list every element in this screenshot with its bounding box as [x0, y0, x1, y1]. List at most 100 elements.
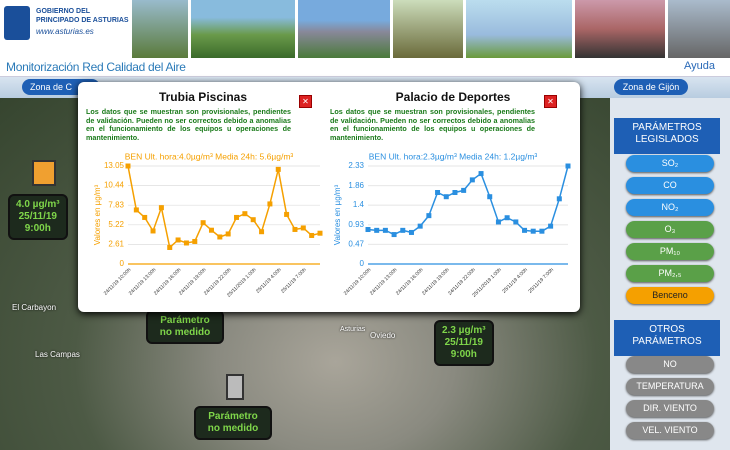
parameter-button[interactable]: Benceno: [626, 287, 714, 304]
y-tick-label: 7.83: [108, 200, 124, 209]
parameter-button[interactable]: O₃: [626, 221, 714, 238]
x-tick-label: 25/11/19 4:00h: [255, 267, 283, 295]
data-point: [133, 207, 139, 213]
station-date: 25/11/19: [444, 337, 483, 348]
station-label: 2.3 µg/m³ 25/11/19 9:00h: [434, 320, 494, 366]
data-point: [275, 166, 281, 172]
popup-note: Los datos que se muestran son provisiona…: [86, 107, 291, 142]
data-point: [200, 220, 206, 226]
series-line: [127, 165, 321, 249]
data-point: [175, 237, 181, 243]
data-point: [400, 227, 406, 233]
x-tick-label: 25/11/19 7:00h: [527, 267, 555, 295]
data-point: [374, 227, 380, 233]
no-data-label: Parámetro no medido: [194, 406, 272, 440]
series-line: [367, 165, 569, 236]
data-point: [234, 214, 240, 220]
data-point: [225, 231, 231, 237]
y-tick-label: 13.05: [104, 161, 125, 170]
chart: 0 0.47 0.93 1.4 1.86 2.33 BEN Ult. hora:2.3µg/…: [333, 151, 571, 299]
data-point: [478, 171, 484, 177]
y-tick-label: 10.44: [104, 181, 125, 190]
popup-title: Trubia Piscinas: [158, 90, 248, 104]
parameter-button[interactable]: VEL. VIENTO: [626, 422, 714, 439]
sidebar: PARÁMETROS LEGISLADOS SO₂ CO NO₂ O₃ PM₁₀ PM₂,₅…: [610, 98, 730, 450]
legend-entry: BEN Ult. hora:2.3µg/m³ Media 24h: 1.2µg/…: [369, 151, 538, 161]
data-point: [267, 201, 273, 207]
title-bar: Monitorización Red Calidad del Aire Ayud…: [0, 58, 730, 77]
station-value: 4.0 µg/m³: [16, 199, 60, 210]
popup-note: Los datos que se muestran son provisiona…: [330, 107, 535, 142]
photo: [466, 0, 572, 58]
data-point: [548, 223, 554, 229]
data-point: [522, 227, 528, 233]
place-label: Oviedo: [370, 331, 396, 340]
x-tick-label: 25/11/19 7:00h: [280, 267, 308, 295]
section-title: OTROS PARÁMETROS: [614, 320, 720, 356]
y-tick-label: 1.4: [353, 200, 365, 209]
parameter-button[interactable]: SO₂: [626, 155, 714, 172]
data-point: [461, 187, 467, 193]
y-axis-label: Valores en µg/m³: [93, 184, 102, 245]
popup: Trubia Piscinas ✕ Los datos que se muest…: [78, 82, 580, 312]
station-icon[interactable]: [32, 160, 56, 186]
data-point: [208, 227, 214, 233]
parameter-button[interactable]: DIR. VIENTO: [626, 400, 714, 417]
station-icon[interactable]: [226, 374, 244, 400]
data-point: [495, 219, 501, 225]
data-point: [408, 229, 414, 235]
data-point: [142, 214, 148, 220]
place-label: El Carbayon: [12, 303, 57, 312]
data-point: [284, 211, 290, 217]
header: GOBIERNO DEL PRINCIPADO DE ASTURIAS www.…: [0, 0, 730, 58]
org-line: GOBIERNO DEL: [36, 8, 91, 15]
data-point: [217, 234, 223, 240]
parameter-button[interactable]: NO₂: [626, 199, 714, 216]
close-button[interactable]: ✕: [299, 95, 312, 108]
data-point: [192, 238, 198, 244]
photo: [298, 0, 390, 58]
data-point: [487, 194, 493, 200]
parameter-button[interactable]: PM₁₀: [626, 243, 714, 260]
data-point: [469, 177, 475, 183]
data-point: [565, 163, 571, 169]
no-data-label: Parámetro no medido: [146, 310, 224, 344]
data-point: [167, 244, 173, 250]
data-point: [150, 228, 156, 234]
photo: [575, 0, 665, 58]
place-label: Asturias: [340, 326, 366, 333]
y-tick-label: 0.47: [348, 239, 364, 248]
parameter-button[interactable]: NO: [626, 356, 714, 373]
data-point: [125, 163, 131, 169]
popup-title: Palacio de Deportes: [395, 90, 511, 104]
data-point: [259, 229, 265, 235]
y-tick-label: 5.22: [108, 220, 124, 229]
data-point: [300, 225, 306, 231]
url: www.asturias.es: [36, 27, 94, 36]
photo: [191, 0, 295, 58]
y-tick-label: 0.93: [348, 220, 364, 229]
y-tick-label: 2.33: [348, 161, 364, 170]
section-title: PARÁMETROS LEGISLADOS: [614, 118, 720, 154]
station-time: 9:00h: [24, 223, 51, 234]
data-point: [292, 226, 298, 232]
zone-button[interactable]: Zona de Gijón: [614, 79, 688, 95]
data-point: [242, 211, 248, 217]
parameter-button[interactable]: CO: [626, 177, 714, 194]
close-button[interactable]: ✕: [544, 95, 557, 108]
data-point: [417, 223, 423, 229]
help-link[interactable]: Ayuda: [684, 60, 715, 72]
parameter-button[interactable]: PM₂,₅: [626, 265, 714, 282]
y-axis-label: Valores en µg/m³: [333, 184, 342, 245]
data-point: [530, 228, 536, 234]
data-point: [250, 217, 256, 223]
data-point: [158, 205, 164, 211]
data-point: [382, 227, 388, 233]
app-title: Monitorización Red Calidad del Aire: [6, 60, 186, 74]
station-value: 2.3 µg/m³: [442, 325, 486, 336]
parameter-button[interactable]: TEMPERATURA: [626, 378, 714, 395]
y-tick-label: 0: [360, 259, 365, 268]
data-point: [309, 232, 315, 238]
